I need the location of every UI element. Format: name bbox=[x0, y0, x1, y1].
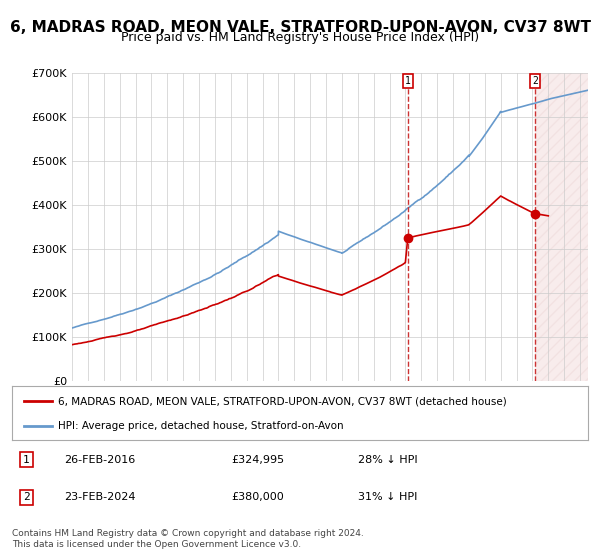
Text: £380,000: £380,000 bbox=[231, 492, 284, 502]
Text: 1: 1 bbox=[23, 455, 30, 465]
Text: HPI: Average price, detached house, Stratford-on-Avon: HPI: Average price, detached house, Stra… bbox=[58, 421, 344, 431]
Text: £324,995: £324,995 bbox=[231, 455, 284, 465]
Text: 6, MADRAS ROAD, MEON VALE, STRATFORD-UPON-AVON, CV37 8WT (detached house): 6, MADRAS ROAD, MEON VALE, STRATFORD-UPO… bbox=[58, 396, 507, 407]
Text: 31% ↓ HPI: 31% ↓ HPI bbox=[358, 492, 417, 502]
Text: 2: 2 bbox=[23, 492, 30, 502]
Text: 1: 1 bbox=[405, 76, 411, 86]
Text: 26-FEB-2016: 26-FEB-2016 bbox=[64, 455, 135, 465]
Text: 28% ↓ HPI: 28% ↓ HPI bbox=[358, 455, 417, 465]
Text: Price paid vs. HM Land Registry's House Price Index (HPI): Price paid vs. HM Land Registry's House … bbox=[121, 31, 479, 44]
Text: 23-FEB-2024: 23-FEB-2024 bbox=[64, 492, 136, 502]
Text: 6, MADRAS ROAD, MEON VALE, STRATFORD-UPON-AVON, CV37 8WT: 6, MADRAS ROAD, MEON VALE, STRATFORD-UPO… bbox=[10, 20, 590, 35]
Text: Contains HM Land Registry data © Crown copyright and database right 2024.
This d: Contains HM Land Registry data © Crown c… bbox=[12, 529, 364, 549]
Text: 2: 2 bbox=[532, 76, 538, 86]
